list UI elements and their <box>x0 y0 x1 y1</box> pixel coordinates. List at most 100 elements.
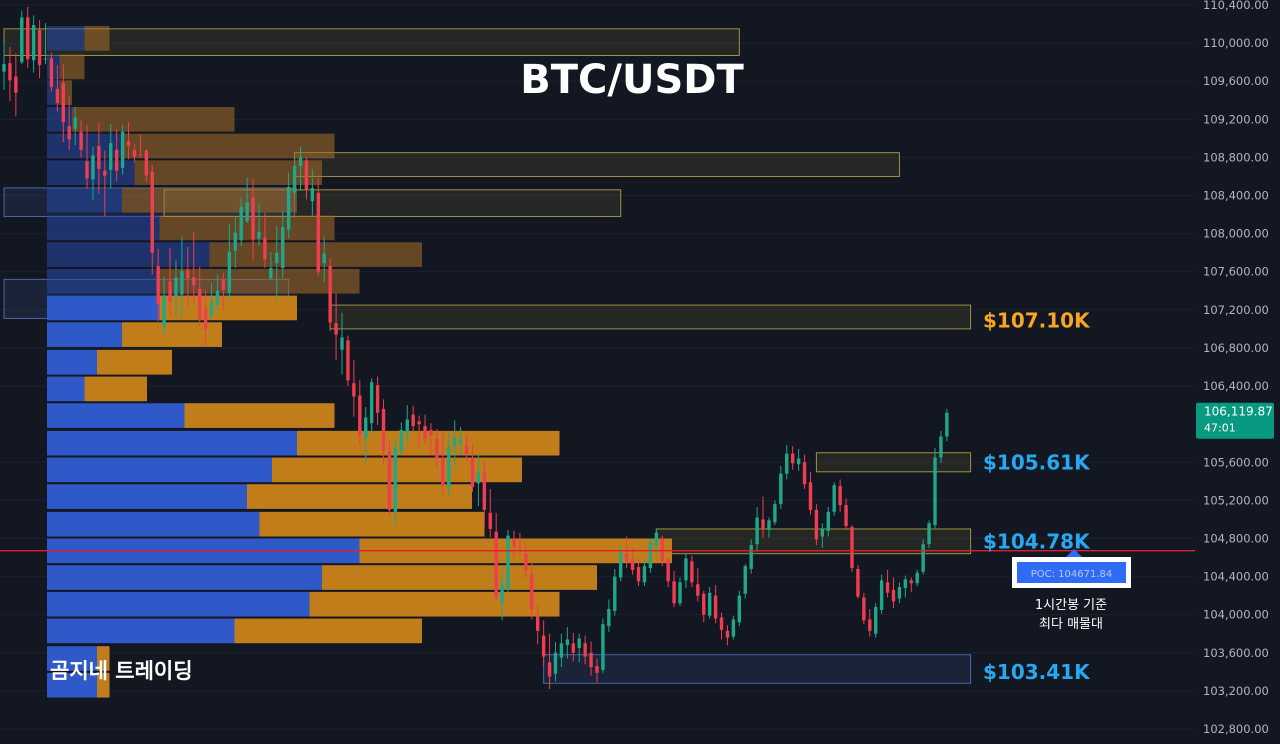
profile-buy-bar <box>47 160 135 185</box>
candle-body <box>624 553 629 562</box>
price-tick-label: 102,800.00 <box>1203 722 1269 736</box>
candle-body <box>310 187 315 202</box>
price-level-label: $103.41K <box>983 660 1091 684</box>
candle-body <box>630 559 635 570</box>
profile-sell-bar <box>184 403 335 428</box>
chart-title: BTC/USDT <box>520 57 744 103</box>
candle-body <box>619 552 623 578</box>
candle-body <box>138 154 143 156</box>
candle-body <box>737 595 742 623</box>
candle-body <box>690 561 694 583</box>
bar-countdown: 47:01 <box>1204 422 1236 435</box>
candle-body <box>263 237 267 260</box>
candle-body <box>97 145 101 169</box>
candle-body <box>429 429 433 436</box>
candle-body <box>26 17 30 60</box>
profile-buy-bar <box>47 484 247 509</box>
watermark-text: 곰지네 트레이딩 <box>50 659 193 683</box>
candle-body <box>755 517 759 545</box>
last-price-box <box>1196 402 1274 439</box>
profile-sell-bar <box>297 430 560 456</box>
candle-body <box>879 580 884 610</box>
volume-profile <box>47 26 672 698</box>
candle-body <box>719 617 724 630</box>
candle-body <box>589 652 593 668</box>
candle-body <box>31 25 36 61</box>
candle-body <box>601 624 605 670</box>
candle-body <box>660 538 664 562</box>
profile-buy-bar <box>47 26 85 51</box>
candle-body <box>322 253 326 264</box>
candle-body <box>73 117 77 129</box>
profile-buy-bar <box>47 268 160 294</box>
profile-buy-bar <box>47 349 97 375</box>
candle-body <box>595 666 599 673</box>
candle-body <box>286 186 291 230</box>
candle-body <box>832 485 836 512</box>
candles <box>2 6 949 689</box>
price-tick-label: 108,400.00 <box>1203 189 1269 203</box>
candle-body <box>180 270 184 295</box>
candle-body <box>452 437 457 448</box>
candle-body <box>120 131 125 168</box>
poc-box <box>1017 562 1126 583</box>
candle-body <box>802 462 807 485</box>
price-axis[interactable]: 110,400.00 110,000.00 109,600.00 109,200.00… <box>1195 0 1280 744</box>
profile-sell-bar <box>122 133 335 159</box>
candle-body <box>779 473 783 505</box>
poc-callout: POC: 104671.84 1시간봉 기준 최다 매물대 <box>1012 549 1131 632</box>
candle-body <box>85 161 89 179</box>
profile-buy-bar <box>47 565 322 590</box>
candle-body <box>903 579 908 589</box>
candle-body <box>8 63 12 81</box>
candle-body <box>192 277 196 286</box>
candle-body <box>874 607 878 634</box>
poc-note-line1: 1시간봉 기준 <box>1035 598 1107 613</box>
candle-body <box>186 269 190 279</box>
candle-body <box>536 616 540 631</box>
candle-body <box>571 643 575 653</box>
price-tick-label: 110,400.00 <box>1203 0 1269 12</box>
candle-body <box>209 302 214 317</box>
price-level-label: $104.78K <box>983 529 1091 553</box>
candle-body <box>435 438 439 459</box>
price-tick-label: 108,800.00 <box>1203 150 1269 164</box>
candle-body <box>292 165 297 193</box>
candle-body <box>251 197 255 240</box>
candle-body <box>399 429 404 452</box>
last-price-badge: 106,119.87 47:01 <box>1196 402 1274 439</box>
candle-body <box>559 643 564 658</box>
profile-buy-bar <box>47 457 272 483</box>
candle-body <box>820 528 825 537</box>
candle-body <box>838 486 842 506</box>
profile-buy-bar <box>47 672 97 698</box>
candle-body <box>945 412 949 437</box>
profile-buy-bar <box>47 403 185 428</box>
candle-body <box>49 58 54 87</box>
profile-sell-bar <box>59 80 72 105</box>
candle-body <box>636 567 641 582</box>
price-level-label: $105.61K <box>983 450 1091 474</box>
level-labels: $107.10K $105.61K $104.78K $103.41K <box>983 308 1091 684</box>
profile-sell-bar <box>84 376 147 402</box>
candle-body <box>796 458 801 465</box>
candle-body <box>790 453 795 464</box>
candle-body <box>328 266 332 323</box>
price-tick-label: 104,400.00 <box>1203 570 1269 584</box>
profile-buy-bar <box>47 430 297 456</box>
candle-body <box>524 553 528 571</box>
price-tick-label: 105,600.00 <box>1203 455 1269 469</box>
candle-body <box>14 76 18 93</box>
candle-body <box>885 582 890 593</box>
price-tick-label: 103,600.00 <box>1203 646 1269 660</box>
candle-body <box>441 457 445 486</box>
supply-zone <box>329 304 972 330</box>
candle-body <box>470 458 475 488</box>
profile-buy-bar <box>47 215 160 241</box>
candle-body <box>506 535 510 589</box>
candle-body <box>203 308 208 329</box>
candle-body <box>707 592 712 616</box>
candle-body <box>298 157 303 166</box>
candle-body <box>482 472 487 510</box>
